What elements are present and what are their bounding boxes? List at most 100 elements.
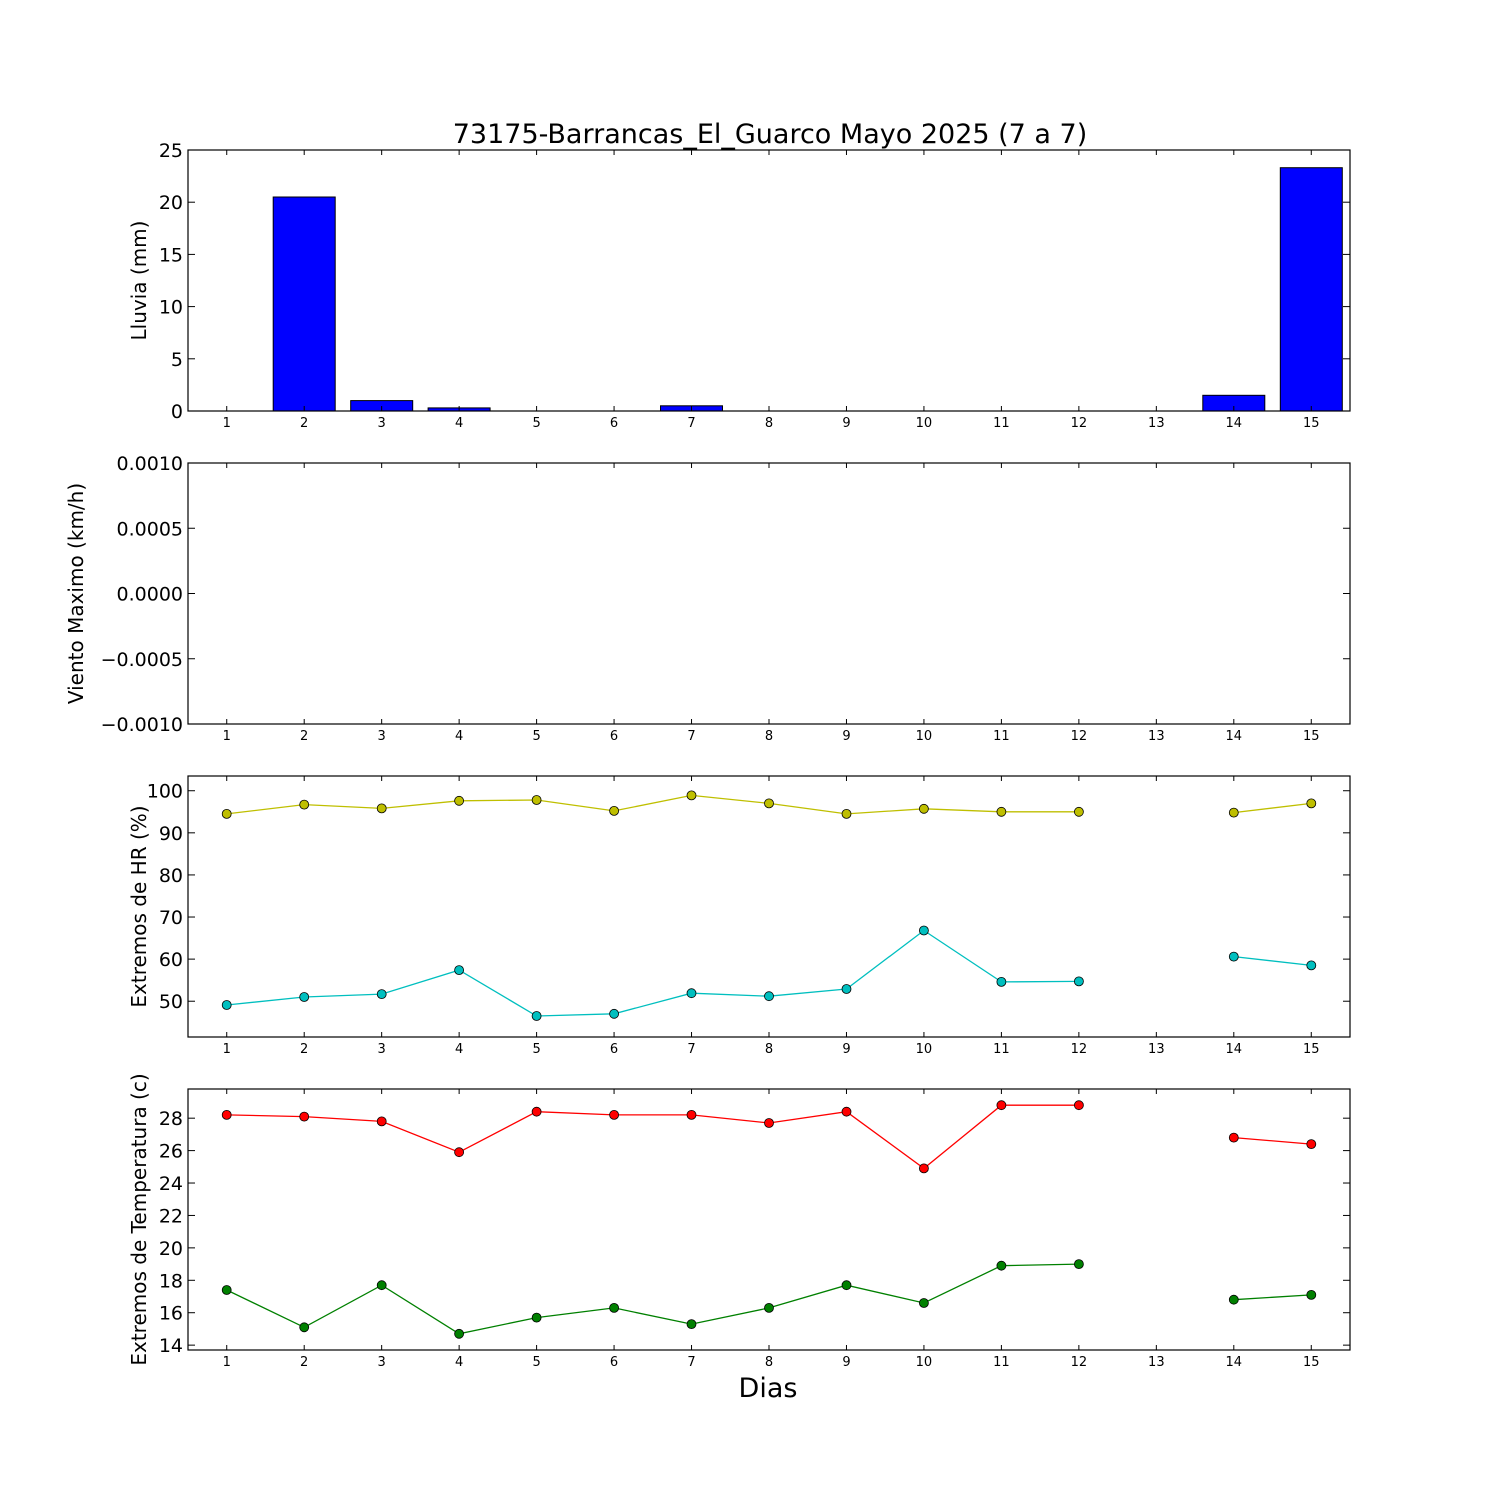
y-tick-label: 15 (159, 244, 183, 266)
series-1-point-day-9 (841, 1106, 852, 1117)
series-2-line-1 (226, 1263, 1079, 1335)
series-2-point-day-14 (1228, 1294, 1239, 1305)
series-2-point-day-7 (686, 1319, 697, 1329)
x-tick-label: 13 (1148, 729, 1165, 744)
x-tick-label: 5 (532, 1355, 540, 1370)
x-tick-label: 11 (993, 416, 1010, 431)
x-tick-label: 10 (916, 416, 933, 431)
x-tick-label: 15 (1303, 729, 1320, 744)
series-1-point-day-15 (1306, 1139, 1317, 1149)
x-tick-label: 12 (1071, 416, 1088, 431)
series-2-point-day-1 (221, 1285, 232, 1295)
x-tick-label: 8 (765, 416, 773, 431)
series-1-point-day-2 (299, 799, 310, 810)
x-tick-label: 7 (687, 729, 695, 744)
x-tick-label: 5 (532, 729, 540, 744)
series-1-point-day-1 (221, 809, 232, 819)
x-tick-label: 3 (378, 416, 386, 431)
x-tick-label: 12 (1071, 1042, 1088, 1057)
series-2-point-day-5 (531, 1312, 542, 1323)
series-1-point-day-3 (376, 803, 387, 814)
y-tick-label: 0.0010 (117, 453, 183, 475)
x-tick-label: 3 (378, 1355, 386, 1370)
series-2-point-day-4 (454, 965, 465, 975)
series-2-point-day-15 (1306, 1290, 1317, 1300)
series-1-line-1 (226, 794, 1079, 815)
series-1-point-day-8 (764, 1118, 774, 1128)
y-axis-label: Viento Maximo (km/h) (64, 483, 88, 704)
series-1-point-day-4 (454, 1147, 465, 1158)
y-tick-label: −0.0010 (101, 714, 183, 736)
series-2-point-day-8 (764, 1303, 774, 1313)
bar-day-15 (1279, 167, 1343, 412)
x-tick-label: 14 (1226, 729, 1243, 744)
x-tick-label: 2 (300, 1042, 308, 1057)
x-tick-label: 1 (223, 416, 231, 431)
series-2-point-day-11 (996, 977, 1007, 987)
x-tick-label: 8 (765, 1355, 773, 1370)
x-tick-label: 14 (1226, 1355, 1243, 1370)
series-2-point-day-10 (919, 1298, 929, 1308)
x-tick-label: 8 (765, 1042, 773, 1057)
x-tick-label: 4 (455, 1355, 463, 1370)
series-2-point-day-5 (531, 1011, 542, 1021)
x-tick-label: 1 (223, 1355, 231, 1370)
series-1-point-day-5 (531, 1106, 542, 1117)
y-tick-label: 18 (159, 1270, 183, 1292)
series-1-point-day-11 (996, 1100, 1007, 1111)
panel-4: 1 2 3 4 5 6 7 8 9 10 11 12 13 14 151416182022242628Ext… (127, 1073, 1351, 1370)
x-tick-label: 4 (455, 1042, 463, 1057)
y-tick-label: 20 (159, 1238, 183, 1260)
series-1-point-day-4 (454, 795, 465, 806)
series-2-point-day-3 (376, 989, 387, 999)
x-tick-label: 6 (610, 729, 618, 744)
series-2-point-day-7 (686, 988, 697, 999)
x-tick-label: 1 (223, 729, 231, 744)
x-tick-label: 5 (532, 1042, 540, 1057)
y-axis-label: Lluvia (mm) (127, 221, 151, 341)
y-tick-label: 0 (171, 401, 183, 423)
series-2-point-day-9 (841, 1280, 852, 1291)
y-tick-label: 70 (159, 907, 183, 929)
series-1-point-day-3 (376, 1116, 387, 1127)
series-2-point-day-1 (221, 1000, 232, 1010)
series-1-point-day-2 (299, 1111, 310, 1122)
series-1-point-day-11 (996, 806, 1007, 817)
x-tick-label: 15 (1303, 416, 1320, 431)
x-tick-label: 4 (455, 416, 463, 431)
series-1-point-day-5 (531, 795, 542, 805)
y-tick-label: −0.0005 (101, 649, 183, 671)
y-tick-label: 22 (159, 1205, 183, 1227)
series-1-point-day-7 (686, 790, 697, 801)
y-tick-label: 14 (159, 1335, 183, 1357)
y-tick-label: 10 (159, 297, 183, 319)
series-1-point-day-12 (1074, 806, 1084, 817)
x-tick-label: 13 (1148, 1355, 1165, 1370)
series-2-point-day-2 (299, 992, 310, 1002)
series-2-point-day-6 (609, 1303, 619, 1313)
x-tick-label: 2 (300, 729, 308, 744)
series-2-point-day-12 (1074, 976, 1084, 987)
x-tick-label: 4 (455, 729, 463, 744)
x-tick-label: 15 (1303, 1355, 1320, 1370)
series-1-point-day-15 (1306, 798, 1317, 809)
x-tick-label: 1 (223, 1042, 231, 1057)
x-tick-label: 2 (300, 416, 308, 431)
x-tick-label: 12 (1071, 729, 1088, 744)
x-tick-label: 9 (842, 1042, 850, 1057)
series-2-point-day-3 (376, 1280, 387, 1291)
x-tick-label: 5 (532, 416, 540, 431)
x-tick-label: 3 (378, 729, 386, 744)
x-tick-label: 6 (610, 1355, 618, 1370)
series-1-point-day-6 (609, 806, 619, 816)
x-tick-label: 13 (1148, 416, 1165, 431)
x-tick-label: 11 (993, 729, 1010, 744)
series-2-point-day-11 (996, 1260, 1007, 1271)
x-tick-label: 2 (300, 1355, 308, 1370)
y-tick-label: 0.0005 (117, 518, 183, 540)
x-tick-label: 3 (378, 1042, 386, 1057)
y-tick-label: 100 (147, 781, 183, 803)
series-1-point-day-1 (221, 1110, 232, 1120)
bar-day-2 (272, 196, 336, 412)
